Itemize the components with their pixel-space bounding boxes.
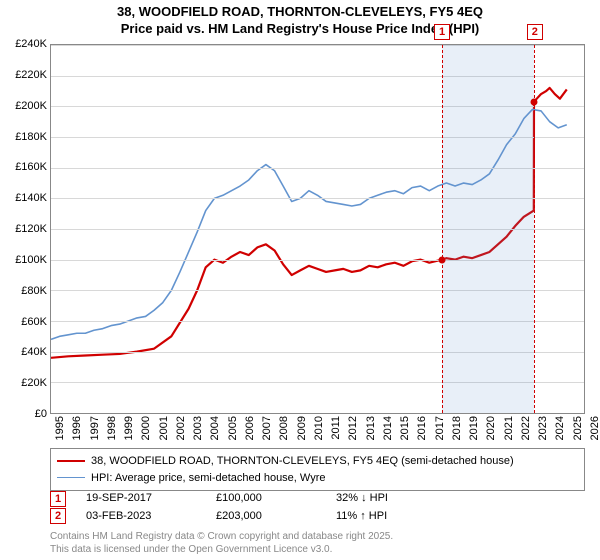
x-axis-label: 2000 (140, 416, 152, 446)
x-axis-label: 2020 (485, 416, 497, 446)
sales-marker-badge: 1 (50, 491, 66, 507)
x-axis-label: 2023 (537, 416, 549, 446)
legend-box: 38, WOODFIELD ROAD, THORNTON-CLEVELEYS, … (50, 448, 585, 491)
legend-label: HPI: Average price, semi-detached house,… (91, 470, 325, 487)
x-axis-label: 2002 (175, 416, 187, 446)
marker-dot (438, 256, 445, 263)
footer-line1: Contains HM Land Registry data © Crown c… (50, 530, 393, 543)
x-axis-label: 2025 (572, 416, 584, 446)
title-line2: Price paid vs. HM Land Registry's House … (0, 21, 600, 38)
y-axis-label: £20K (3, 377, 47, 389)
x-axis-label: 2015 (399, 416, 411, 446)
x-axis-label: 2003 (192, 416, 204, 446)
legend-label: 38, WOODFIELD ROAD, THORNTON-CLEVELEYS, … (91, 453, 514, 470)
marker-badge: 1 (434, 24, 450, 40)
chart-plot-area (50, 44, 585, 414)
x-axis-label: 2021 (503, 416, 515, 446)
x-axis-label: 1997 (89, 416, 101, 446)
legend-row: 38, WOODFIELD ROAD, THORNTON-CLEVELEYS, … (57, 453, 578, 470)
marker-badge: 2 (527, 24, 543, 40)
y-axis-label: £120K (3, 223, 47, 235)
x-axis-label: 1996 (71, 416, 83, 446)
x-axis-label: 2005 (227, 416, 239, 446)
sales-row: 1 19-SEP-2017 £100,000 32% ↓ HPI (50, 490, 585, 508)
footer-line2: This data is licensed under the Open Gov… (50, 543, 393, 556)
y-axis-label: £0 (3, 408, 47, 420)
x-axis-label: 1995 (54, 416, 66, 446)
sales-marker-badge: 2 (50, 508, 66, 524)
sales-price: £100,000 (216, 490, 316, 508)
x-axis-label: 2007 (261, 416, 273, 446)
x-axis-label: 2018 (451, 416, 463, 446)
sales-pct: 32% ↓ HPI (336, 490, 456, 508)
x-axis-label: 2014 (382, 416, 394, 446)
x-axis-label: 2009 (296, 416, 308, 446)
x-axis-label: 2006 (244, 416, 256, 446)
x-axis-label: 2022 (520, 416, 532, 446)
y-axis-label: £40K (3, 346, 47, 358)
x-axis-label: 2024 (554, 416, 566, 446)
footer-attribution: Contains HM Land Registry data © Crown c… (50, 530, 393, 556)
y-axis-label: £160K (3, 161, 47, 173)
chart-container: 38, WOODFIELD ROAD, THORNTON-CLEVELEYS, … (0, 0, 600, 560)
x-axis-label: 2017 (434, 416, 446, 446)
y-axis-label: £220K (3, 69, 47, 81)
x-axis-label: 1998 (106, 416, 118, 446)
y-axis-label: £80K (3, 285, 47, 297)
x-axis-label: 2011 (330, 416, 342, 446)
x-axis-label: 2004 (209, 416, 221, 446)
x-axis-label: 2013 (365, 416, 377, 446)
sales-date: 19-SEP-2017 (86, 490, 196, 508)
legend-swatch (57, 477, 85, 478)
sales-table: 1 19-SEP-2017 £100,000 32% ↓ HPI 2 03-FEB-202… (50, 490, 585, 525)
y-axis-label: £60K (3, 316, 47, 328)
marker-vline (442, 45, 443, 413)
x-axis-label: 2001 (158, 416, 170, 446)
x-axis-label: 2012 (347, 416, 359, 446)
marker-dot (530, 98, 537, 105)
sales-pct: 11% ↑ HPI (336, 508, 456, 526)
x-axis-label: 2026 (589, 416, 600, 446)
y-axis-label: £200K (3, 100, 47, 112)
x-axis-label: 2008 (278, 416, 290, 446)
sales-date: 03-FEB-2023 (86, 508, 196, 526)
title-block: 38, WOODFIELD ROAD, THORNTON-CLEVELEYS, … (0, 0, 600, 40)
x-axis-label: 2019 (468, 416, 480, 446)
y-axis-label: £180K (3, 131, 47, 143)
legend-swatch (57, 460, 85, 462)
y-axis-label: £100K (3, 254, 47, 266)
y-axis-label: £240K (3, 38, 47, 50)
sales-row: 2 03-FEB-2023 £203,000 11% ↑ HPI (50, 508, 585, 526)
x-axis-label: 1999 (123, 416, 135, 446)
x-axis-label: 2010 (313, 416, 325, 446)
y-axis-label: £140K (3, 192, 47, 204)
x-axis-label: 2016 (416, 416, 428, 446)
shaded-period-band (442, 45, 534, 413)
legend-row: HPI: Average price, semi-detached house,… (57, 470, 578, 487)
sales-price: £203,000 (216, 508, 316, 526)
title-line1: 38, WOODFIELD ROAD, THORNTON-CLEVELEYS, … (0, 4, 600, 21)
